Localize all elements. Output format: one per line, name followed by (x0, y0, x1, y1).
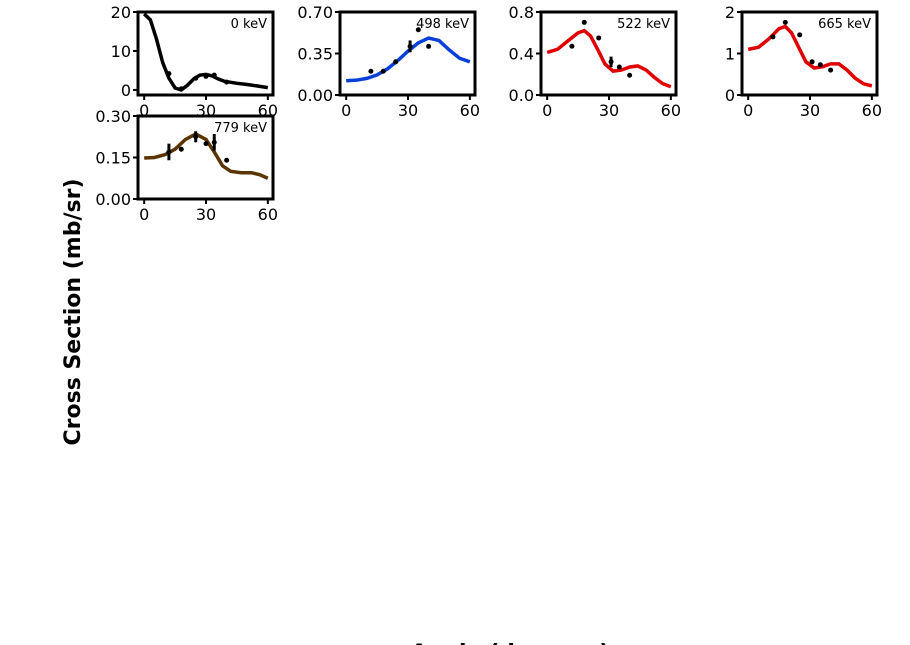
annotation: 522 keV (617, 17, 670, 32)
x-tick-label: 60 (460, 101, 480, 120)
x-tick-label: 30 (800, 101, 820, 120)
y-tick-label: 0.30 (95, 107, 131, 126)
x-tick-label: 30 (599, 101, 619, 120)
data-point (809, 59, 815, 65)
data-point (828, 67, 834, 73)
data-point (224, 79, 230, 85)
data-point (203, 73, 209, 79)
data-point (627, 72, 633, 78)
curve (144, 131, 269, 180)
data-point (211, 72, 217, 78)
annotation: 0 keV (231, 17, 267, 32)
y-axis-label: Cross Section (mb/sr) (61, 178, 86, 445)
data-point (380, 68, 386, 74)
curve (747, 24, 873, 88)
data-point (426, 43, 432, 49)
y-tick-label: 0.4 (509, 45, 534, 64)
x-tick-label: 60 (661, 101, 681, 120)
data-point (616, 64, 622, 70)
y-tick-label: 0.8 (509, 3, 534, 22)
data-point (178, 86, 184, 92)
annotation: 498 keV (416, 17, 469, 32)
x-tick-label: 0 (139, 101, 149, 120)
x-tick-label: 60 (862, 101, 882, 120)
data-point (596, 35, 602, 41)
x-axis-label: Angle (degrees) (411, 641, 610, 645)
y-tick-label: 0.00 (297, 86, 333, 105)
panel-frame (539, 10, 678, 97)
data-point (569, 43, 575, 49)
y-tick-label: 0 (725, 86, 735, 105)
data-point (166, 71, 172, 77)
y-tick-label: 20 (111, 3, 131, 22)
y-tick-label: 2 (725, 3, 735, 22)
data-point (817, 62, 823, 68)
panel-frame (740, 10, 879, 97)
x-tick-label: 0 (542, 101, 552, 120)
y-tick-label: 1 (725, 45, 735, 64)
x-tick-label: 0 (341, 101, 351, 120)
data-point (224, 157, 230, 163)
x-tick-label: 30 (398, 101, 418, 120)
x-tick-label: 60 (258, 205, 278, 224)
data-point (193, 75, 199, 81)
y-tick-label: 0.00 (95, 190, 131, 209)
curve (346, 36, 471, 83)
data-point (166, 149, 172, 155)
panel-frame (136, 10, 275, 97)
y-tick-label: 0 (121, 81, 131, 100)
data-point (608, 59, 614, 65)
curve (546, 28, 672, 89)
y-tick-label: 0.70 (297, 3, 333, 22)
data-point (393, 59, 399, 65)
y-tick-label: 10 (111, 42, 131, 61)
data-point (770, 34, 776, 40)
data-point (581, 19, 587, 25)
data-point (797, 32, 803, 38)
x-tick-label: 0 (139, 205, 149, 224)
data-point (782, 19, 788, 25)
x-tick-label: 0 (743, 101, 753, 120)
data-point (211, 139, 217, 145)
data-point (178, 146, 184, 152)
annotation: 779 keV (214, 121, 267, 136)
data-point (407, 43, 413, 49)
x-tick-label: 30 (196, 205, 216, 224)
panel-frame (338, 10, 477, 97)
data-point (203, 141, 209, 147)
annotation: 665 keV (818, 17, 871, 32)
data-point (368, 68, 374, 74)
y-tick-label: 0.15 (95, 149, 131, 168)
data-point (415, 27, 421, 33)
panel-frame (136, 114, 275, 201)
y-tick-label: 0.0 (509, 86, 534, 105)
y-tick-label: 0.35 (297, 45, 333, 64)
data-point (193, 134, 199, 140)
